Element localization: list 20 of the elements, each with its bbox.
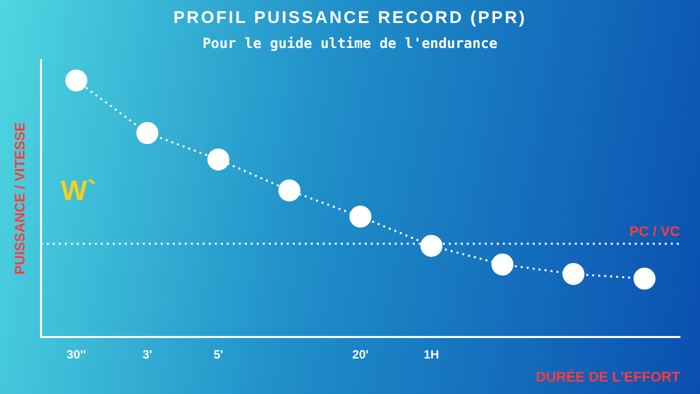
ref-line-label: PC / VC <box>629 222 680 239</box>
chart-subtitle: Pour le guide ultime de l'endurance <box>201 36 498 52</box>
x-tick-label: 5' <box>214 347 224 362</box>
point <box>65 70 88 92</box>
point <box>278 179 300 202</box>
point <box>207 148 230 170</box>
point <box>633 268 656 290</box>
point <box>491 254 514 276</box>
point <box>349 206 372 228</box>
y-axis-title: PUISSANCE / VITESSE <box>11 122 28 275</box>
point <box>562 263 584 286</box>
x-tick-label: 30'' <box>66 347 86 362</box>
x-tick-label: 3' <box>142 347 152 362</box>
chart-title: PROFIL PUISSANCE RECORD (PPR) <box>172 8 528 28</box>
x-tick-label: 1H <box>424 347 440 362</box>
point <box>420 234 442 257</box>
point <box>136 122 158 144</box>
x-tick-label: 20' <box>352 347 369 362</box>
x-axis-title: DURÉE DE L'EFFORT <box>536 368 680 384</box>
annotation: W` <box>60 175 97 206</box>
